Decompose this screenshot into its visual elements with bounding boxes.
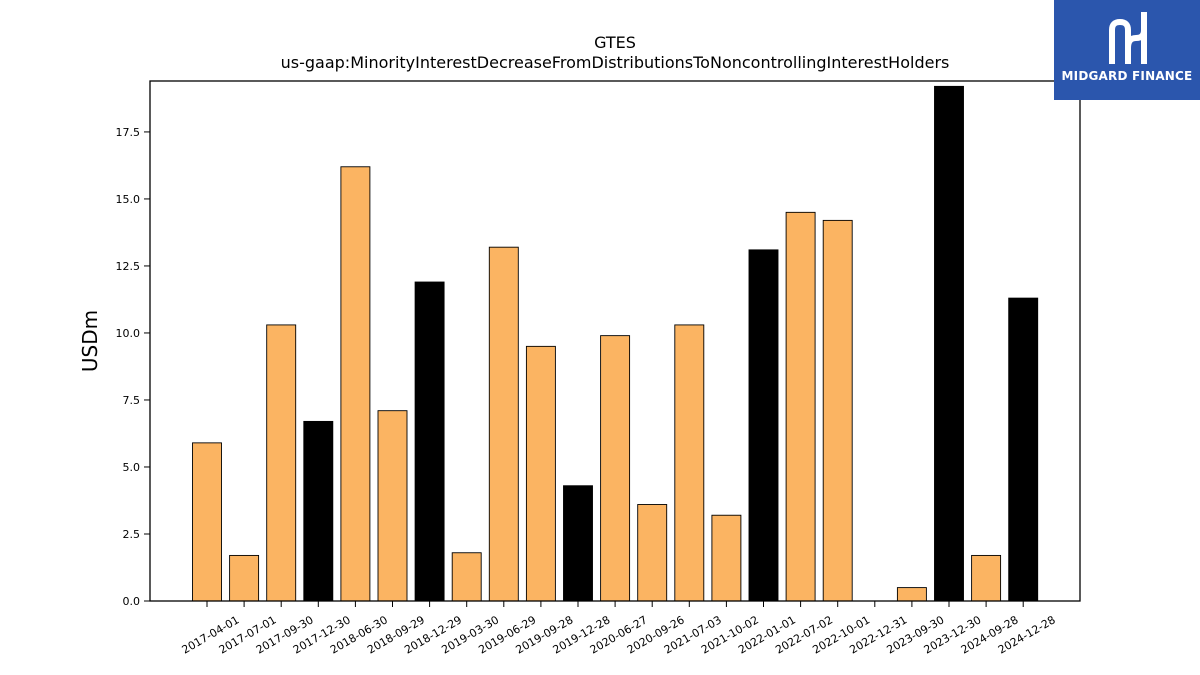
- bar-2022-07-02: [785, 211, 816, 602]
- y-tick-label: 10.0: [116, 327, 141, 340]
- y-tick-label: 12.5: [116, 260, 141, 273]
- x-axis: 2017-04-012017-07-012017-09-302017-12-30…: [180, 601, 1058, 657]
- bars-group: [192, 85, 1039, 602]
- bar-2017-12-30: [303, 420, 334, 602]
- bar-2018-09-29: [377, 410, 408, 602]
- y-axis-label: USDm: [78, 310, 102, 372]
- bar-2019-09-28: [525, 345, 556, 602]
- logo: MIDGARD FINANCE: [1054, 0, 1200, 100]
- bar-2021-10-02: [711, 514, 742, 602]
- bar-2020-06-27: [600, 335, 631, 602]
- bar-2017-04-01: [192, 442, 222, 602]
- y-tick-label: 15.0: [116, 193, 141, 206]
- bar-2023-09-30: [896, 587, 927, 602]
- bar-2022-01-01: [748, 249, 779, 602]
- y-axis: 0.0 2.5 5.0 7.5 10.0 12.5 15.0 17.5: [116, 126, 150, 608]
- bar-2019-03-30: [451, 552, 482, 602]
- bar-2022-10-01: [822, 219, 853, 602]
- bar-2018-06-30: [340, 166, 371, 602]
- bar-2023-12-30: [934, 85, 964, 602]
- logo-text: MIDGARD FINANCE: [1061, 69, 1193, 83]
- chart-title: GTES: [594, 33, 636, 52]
- bar-2021-07-03: [674, 324, 705, 602]
- y-tick-label: 17.5: [116, 126, 141, 139]
- bar-2018-12-29: [414, 281, 445, 602]
- bar-2019-06-29: [488, 246, 519, 602]
- y-tick-label: 0.0: [123, 595, 141, 608]
- y-tick-label: 2.5: [123, 528, 141, 541]
- bar-2019-12-28: [563, 485, 593, 602]
- bar-2024-09-28: [971, 554, 1002, 602]
- midgard-logo-icon: [1109, 12, 1147, 64]
- plot-frame: [149, 80, 1081, 602]
- y-tick-label: 5.0: [123, 461, 141, 474]
- bar-2024-12-28: [1008, 297, 1039, 602]
- bar-2017-07-01: [229, 554, 260, 602]
- bar-2017-09-30: [266, 324, 297, 602]
- bar-2020-09-26: [637, 504, 668, 602]
- chart-subtitle: us-gaap:MinorityInterestDecreaseFromDist…: [281, 53, 950, 72]
- y-tick-label: 7.5: [123, 394, 141, 407]
